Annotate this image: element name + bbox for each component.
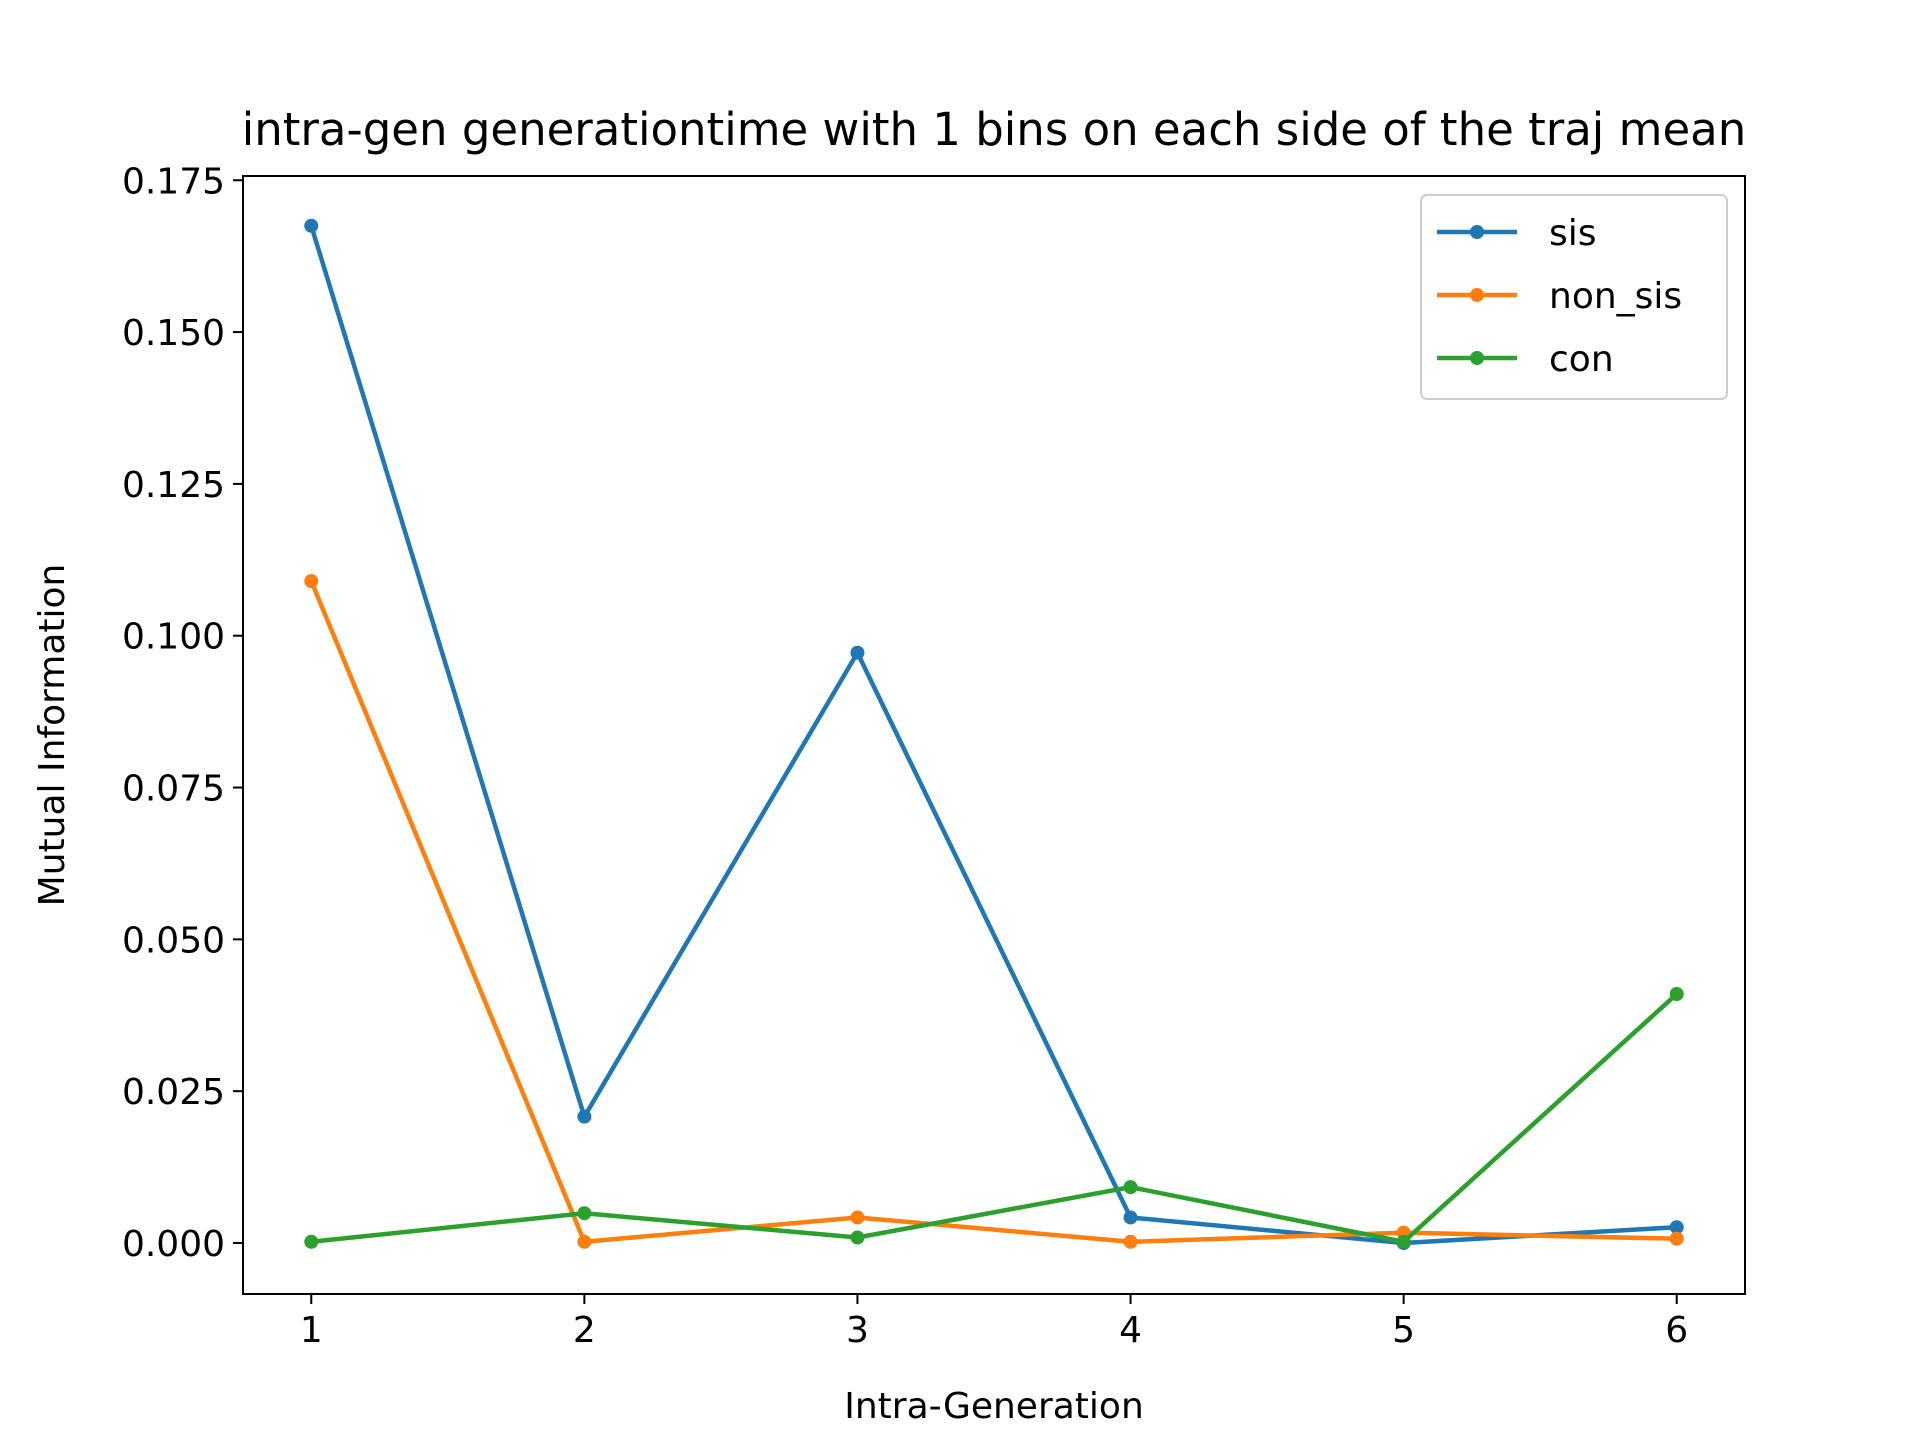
data-point-con <box>1396 1234 1411 1249</box>
legend-item-sis: sis <box>1437 213 1597 254</box>
data-point-non_sis <box>850 1210 865 1225</box>
data-point-con <box>577 1206 592 1221</box>
x-axis-label: Intra-Generation <box>844 1386 1144 1427</box>
y-tick-label: 0.050 <box>122 920 225 961</box>
x-axis-ticks: 1 2 3 4 5 6 <box>300 1294 1688 1351</box>
y-tick-label: 0.000 <box>122 1224 225 1265</box>
legend-label: sis <box>1549 213 1597 254</box>
series-line-sis <box>308 222 1680 1246</box>
data-point-non_sis <box>577 1234 592 1249</box>
plot-frame <box>242 175 1746 1295</box>
series-line-non_sis <box>308 578 1680 1245</box>
data-point-sis <box>577 1109 592 1124</box>
legend-item-non_sis: non_sis <box>1437 276 1682 317</box>
legend-swatch-marker <box>1470 288 1484 302</box>
data-point-sis <box>304 218 319 233</box>
legend-box <box>1420 194 1728 400</box>
x-tick-label: 4 <box>1119 1310 1142 1351</box>
data-point-con <box>1669 987 1684 1002</box>
legend-item-con: con <box>1437 339 1614 380</box>
x-tick-label: 2 <box>573 1310 596 1351</box>
x-tick-label: 5 <box>1392 1310 1415 1351</box>
data-point-con <box>850 1230 865 1245</box>
y-axis-label: Mutual Information <box>32 564 73 907</box>
legend-label: con <box>1549 339 1614 380</box>
legend-swatch-marker <box>1470 225 1484 239</box>
x-tick-label: 6 <box>1665 1310 1688 1351</box>
y-tick-label: 0.125 <box>122 465 225 506</box>
data-point-non_sis <box>1669 1231 1684 1246</box>
plot-layer <box>304 218 1684 1250</box>
y-axis-ticks: 0.000 0.025 0.050 0.075 0.100 0.125 0.150 0.175 <box>122 161 243 1265</box>
y-tick-label: 0.175 <box>122 161 225 202</box>
y-tick-label: 0.075 <box>122 769 225 810</box>
legend-swatch-marker <box>1470 351 1484 365</box>
data-point-sis <box>1669 1220 1684 1235</box>
x-tick-label: 1 <box>300 1310 323 1351</box>
data-point-non_sis <box>304 574 319 589</box>
series-line-con <box>308 990 1680 1245</box>
legend-label: non_sis <box>1549 276 1682 317</box>
y-tick-label: 0.025 <box>122 1072 225 1113</box>
y-tick-label: 0.150 <box>122 313 225 354</box>
data-point-con <box>1123 1180 1138 1195</box>
y-tick-label: 0.100 <box>122 617 225 658</box>
data-point-sis <box>1123 1210 1138 1225</box>
chart-title: intra-gen generationtime with 1 bins on … <box>242 103 1746 156</box>
data-point-con <box>304 1234 319 1249</box>
x-tick-label: 3 <box>846 1310 869 1351</box>
series-con <box>304 987 1684 1249</box>
data-point-non_sis <box>1123 1234 1138 1249</box>
data-point-sis <box>850 645 865 660</box>
